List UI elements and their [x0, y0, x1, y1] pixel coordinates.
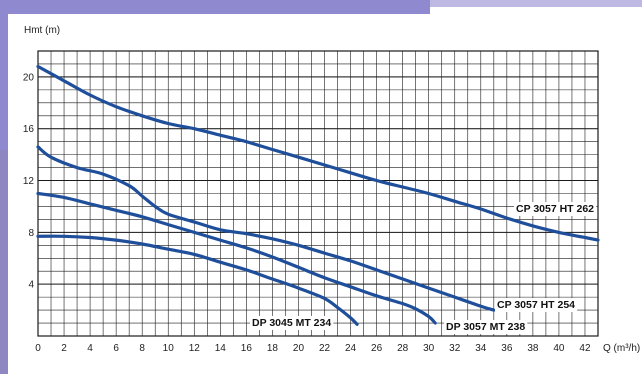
top-decor-bar [0, 0, 430, 14]
x-tick-label: 16 [241, 343, 253, 354]
x-tick-label: 32 [449, 343, 461, 354]
grid-minor [37, 50, 599, 337]
x-tick-label: 22 [319, 343, 331, 354]
series-label-4: DP 3045 MT 234 [252, 317, 331, 329]
x-tick-label: 30 [423, 343, 435, 354]
left-decor-bar [0, 0, 8, 374]
series-label-2: CP 3057 HT 254 [497, 299, 575, 311]
x-tick-label: 42 [579, 343, 591, 354]
series-label-bg [444, 320, 528, 334]
x-tick-labels: 0 2 4 6 8 10 12 14 16 18 20 22 24 26 28 30 32 34 36 38 40 42 [35, 343, 591, 354]
y-axis-title: Hmt (m) [24, 25, 60, 36]
x-tick-label: 6 [113, 343, 119, 354]
y-tick-label: 16 [23, 124, 35, 135]
x-tick-label: 34 [475, 343, 487, 354]
series-labels: CP 3057 HT 262 CP 3057 HT 254 DP 3057 MT 2… [250, 202, 597, 334]
x-tick-label: 18 [267, 343, 279, 354]
series-line-1 [36, 64, 600, 242]
y-tick-label: 12 [23, 176, 35, 187]
x-tick-label: 26 [371, 343, 383, 354]
series-label-3: DP 3057 MT 238 [446, 321, 525, 333]
x-tick-label: 28 [397, 343, 409, 354]
y-tick-label: 4 [28, 280, 34, 291]
x-axis-title: Q (m³/h) [603, 343, 640, 354]
x-tick-label: 2 [61, 343, 67, 354]
left-decor-bar-top [0, 0, 8, 150]
y-tick-label: 20 [23, 72, 35, 83]
x-tick-label: 10 [163, 343, 175, 354]
series-line-2 [36, 145, 496, 312]
series-line-3 [36, 191, 437, 325]
series-line-4 [36, 234, 359, 326]
series-label-bg [514, 202, 597, 216]
y-tick-labels: 4 8 12 16 20 [23, 72, 35, 290]
x-tick-label: 14 [215, 343, 227, 354]
grid-major [38, 76, 598, 285]
x-tick-label: 8 [139, 343, 145, 354]
x-tick-label: 24 [345, 343, 357, 354]
x-tick-label: 38 [527, 343, 539, 354]
series-label-bg [250, 316, 334, 330]
y-tick-label: 8 [28, 228, 34, 239]
series-label-bg [495, 298, 578, 312]
x-tick-label: 12 [189, 343, 201, 354]
x-tick-label: 36 [501, 343, 513, 354]
x-tick-label: 40 [553, 343, 565, 354]
x-tick-label: 4 [87, 343, 93, 354]
top-right-decor-bar [430, 0, 642, 7]
series-lines [36, 64, 600, 326]
x-tick-label: 20 [293, 343, 305, 354]
x-tick-label: 0 [35, 343, 41, 354]
series-label-1: CP 3057 HT 262 [516, 203, 594, 215]
